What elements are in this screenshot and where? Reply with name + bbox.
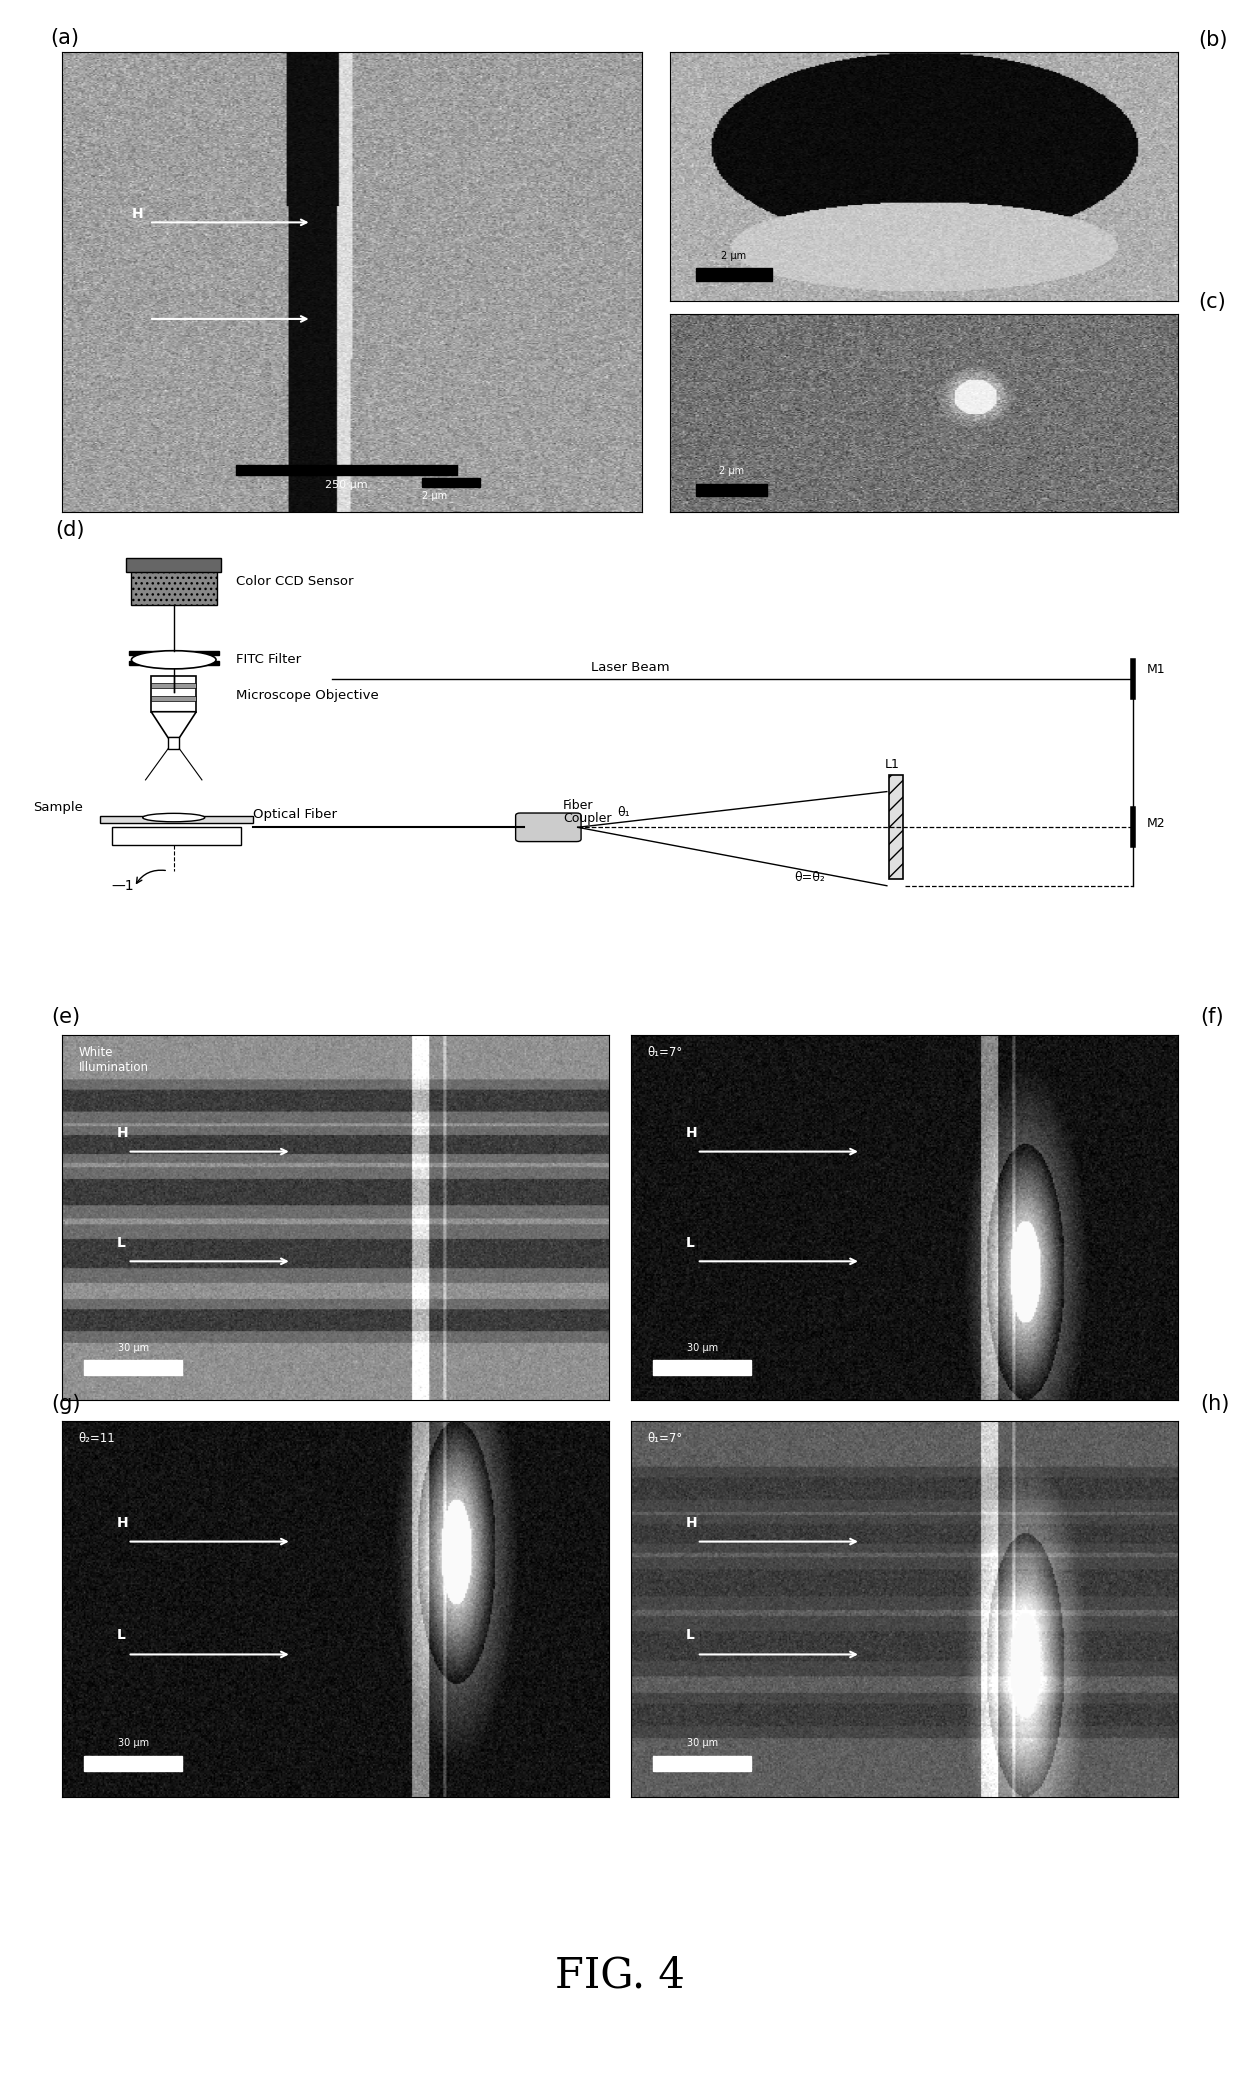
Text: Optical Fiber: Optical Fiber bbox=[253, 807, 337, 821]
Text: White
Illumination: White Illumination bbox=[78, 1045, 149, 1074]
Bar bbox=[889, 775, 903, 880]
Bar bbox=[84, 1361, 182, 1375]
Text: FITC Filter: FITC Filter bbox=[236, 654, 301, 667]
Text: H: H bbox=[686, 1515, 697, 1530]
Text: 2 μm: 2 μm bbox=[719, 466, 744, 477]
FancyBboxPatch shape bbox=[516, 813, 582, 842]
Text: Coupler: Coupler bbox=[563, 813, 611, 826]
Bar bbox=[100, 817, 253, 823]
Bar bbox=[151, 675, 196, 713]
Text: (e): (e) bbox=[51, 1007, 81, 1026]
Text: Color CCD Sensor: Color CCD Sensor bbox=[236, 575, 353, 589]
Text: (f): (f) bbox=[1200, 1007, 1224, 1026]
Text: Microscope Objective: Microscope Objective bbox=[236, 690, 378, 702]
Text: 250 μm: 250 μm bbox=[325, 481, 368, 489]
Text: 30 μm: 30 μm bbox=[118, 1342, 149, 1352]
Bar bbox=[653, 1756, 751, 1770]
Text: H: H bbox=[686, 1127, 697, 1139]
Text: 2 μm: 2 μm bbox=[422, 491, 446, 502]
Bar bbox=[422, 479, 480, 487]
Text: L1: L1 bbox=[884, 757, 899, 771]
Text: 30 μm: 30 μm bbox=[687, 1739, 718, 1749]
Text: θ₂=11: θ₂=11 bbox=[78, 1432, 115, 1446]
Text: L: L bbox=[117, 1235, 125, 1250]
Text: Fiber: Fiber bbox=[563, 798, 594, 813]
Text: θ₁: θ₁ bbox=[618, 805, 630, 819]
Bar bbox=[151, 696, 196, 700]
Text: FIG. 4: FIG. 4 bbox=[556, 1954, 684, 1996]
Text: M1: M1 bbox=[1147, 663, 1166, 675]
Text: Laser Beam: Laser Beam bbox=[591, 660, 670, 675]
Text: L: L bbox=[686, 1628, 694, 1643]
Text: 30 μm: 30 μm bbox=[118, 1739, 149, 1749]
Text: (g): (g) bbox=[51, 1394, 81, 1413]
Text: (c): (c) bbox=[1198, 293, 1226, 311]
Text: 2 μm: 2 μm bbox=[722, 251, 746, 261]
Bar bbox=[84, 1756, 182, 1770]
Ellipse shape bbox=[143, 813, 205, 821]
Bar bbox=[653, 1361, 751, 1375]
Text: θ₁=7°: θ₁=7° bbox=[647, 1045, 683, 1058]
Text: (b): (b) bbox=[1198, 29, 1228, 50]
Polygon shape bbox=[151, 713, 196, 738]
Text: L: L bbox=[686, 1235, 694, 1250]
Bar bbox=[129, 660, 219, 665]
Text: Sample: Sample bbox=[32, 800, 83, 815]
Bar bbox=[131, 568, 217, 604]
Text: (h): (h) bbox=[1200, 1394, 1229, 1413]
Text: θ=θ₂: θ=θ₂ bbox=[795, 872, 825, 884]
Text: H: H bbox=[117, 1515, 128, 1530]
Bar bbox=[151, 683, 196, 688]
Bar bbox=[112, 828, 242, 844]
Bar bbox=[236, 466, 456, 474]
Text: 30 μm: 30 μm bbox=[687, 1342, 718, 1352]
Text: —1: —1 bbox=[112, 880, 134, 892]
Text: H: H bbox=[131, 207, 144, 222]
Text: (d): (d) bbox=[56, 520, 84, 541]
Bar bbox=[129, 650, 219, 654]
Text: M2: M2 bbox=[1147, 817, 1166, 830]
Bar bbox=[126, 558, 221, 573]
Text: H: H bbox=[117, 1127, 128, 1139]
Ellipse shape bbox=[131, 650, 216, 669]
Bar bbox=[169, 738, 180, 748]
Bar bbox=[696, 485, 766, 495]
Text: θ₁=7°: θ₁=7° bbox=[647, 1432, 683, 1446]
Text: L: L bbox=[117, 1628, 125, 1643]
Bar bbox=[696, 268, 771, 280]
Text: (a): (a) bbox=[51, 27, 79, 48]
